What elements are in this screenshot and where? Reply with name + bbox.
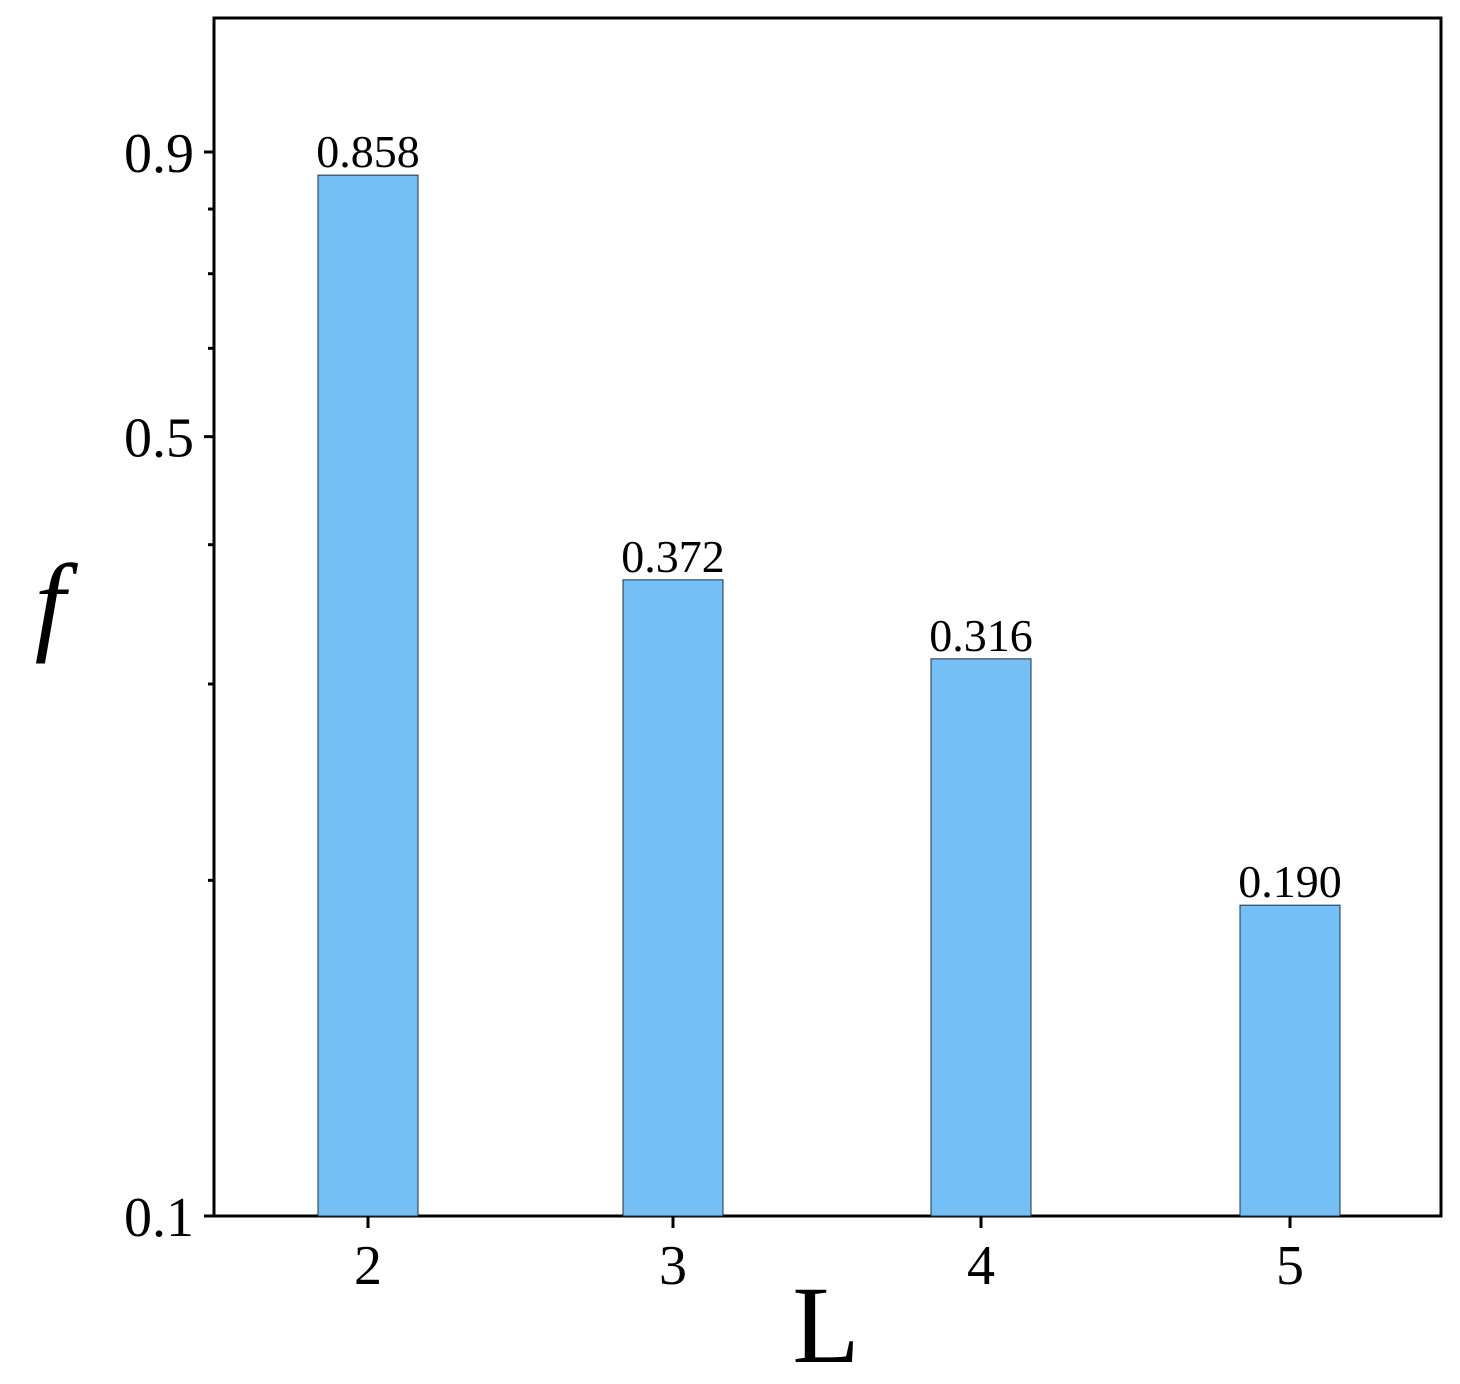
y-axis-title: f [35,542,79,664]
x-axis-title: L [792,1264,859,1384]
data-label-L2: 0.858 [316,126,420,177]
bar-L5 [1239,904,1341,1217]
bar-L3 [622,579,724,1217]
bar-L4 [930,658,1032,1217]
y-tick-label: 0.9 [124,123,194,185]
data-label-L5: 0.190 [1238,856,1342,907]
data-label-L4: 0.316 [929,610,1033,661]
x-axis-ticks: 2 3 4 5 [354,1216,1304,1297]
x-tick-label: 3 [659,1235,687,1297]
y-tick-label: 0.1 [124,1187,194,1249]
plot-frame [212,16,1443,1218]
y-tick-label: 0.5 [124,408,194,470]
data-label-L3: 0.372 [621,531,725,582]
bars-group [317,174,1341,1217]
y-axis-ticks: 0.1 0.5 0.9 [124,123,214,1249]
x-tick-label: 4 [967,1235,995,1297]
bar-L2 [317,174,419,1217]
x-tick-label: 2 [354,1235,382,1297]
data-labels-group: 0.858 0.372 0.316 0.190 [316,126,1342,907]
x-tick-label: 5 [1276,1235,1304,1297]
